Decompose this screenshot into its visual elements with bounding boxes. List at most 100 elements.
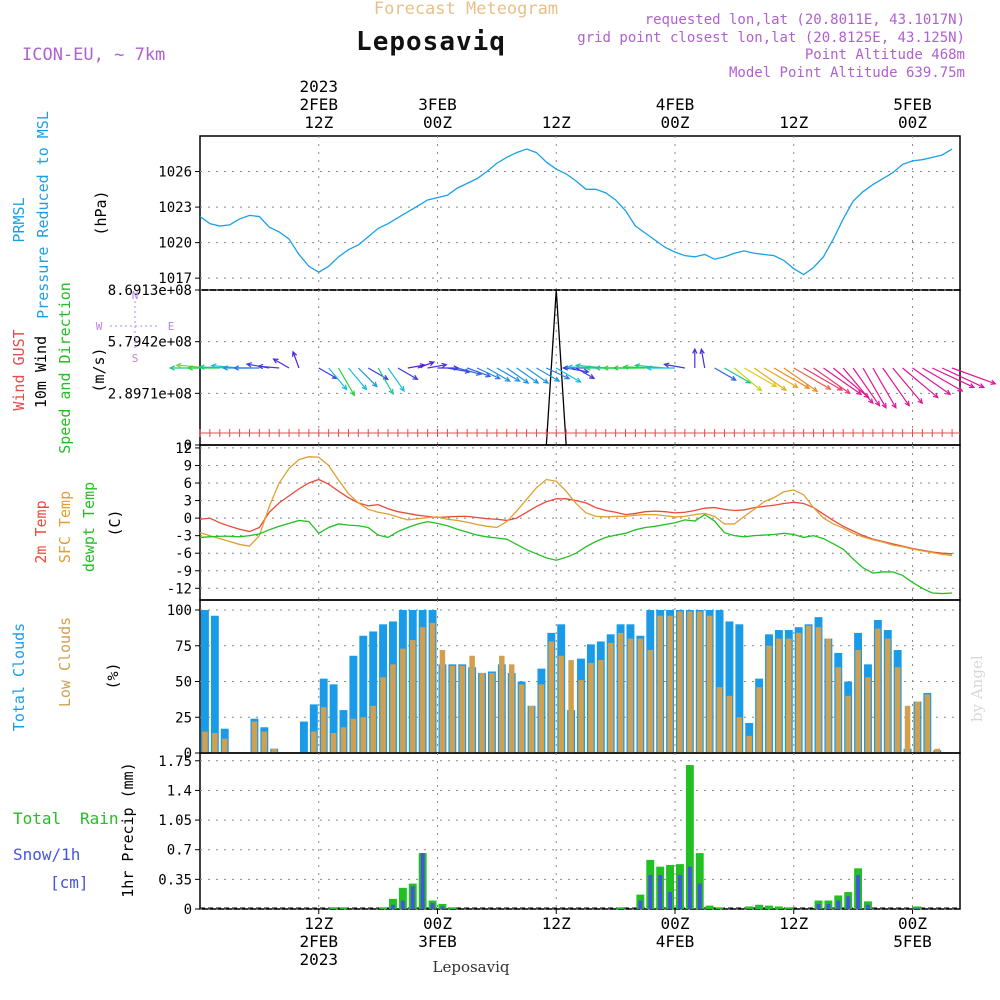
snow-bar xyxy=(391,904,395,909)
wind-arrow xyxy=(318,367,338,379)
total-clouds-bar xyxy=(329,684,338,753)
snow-bar xyxy=(816,903,821,909)
wind-arrowhead xyxy=(612,365,619,371)
low-clouds-bar xyxy=(736,717,743,753)
wind-arrowhead xyxy=(561,365,569,371)
low-clouds-bar xyxy=(469,655,475,753)
wind-arrowhead xyxy=(361,384,368,391)
wind-arrowhead xyxy=(388,388,394,396)
wind-speed-dir-label: Speed and Direction xyxy=(56,282,74,454)
dewpt-temp-label: dewpt Temp xyxy=(80,482,98,572)
wind-arrow xyxy=(842,367,874,404)
rain-bar xyxy=(913,906,922,909)
snow-bar xyxy=(856,875,861,909)
low-clouds-bar xyxy=(756,687,762,753)
station-title: Leposaviq xyxy=(356,27,506,57)
model-point-altitude: Model Point Altitude 639.75m xyxy=(729,65,965,81)
watermark: by Angel xyxy=(968,655,986,722)
wind-arrowhead xyxy=(856,389,863,396)
wind-arrowhead xyxy=(602,365,609,371)
wind-arrow xyxy=(407,364,425,369)
y-tick-label: 12 xyxy=(175,441,192,457)
low-clouds-bar xyxy=(677,611,683,753)
wind-arrowhead xyxy=(990,379,997,385)
wind-arrow xyxy=(457,367,482,375)
y-tick-label: 1017 xyxy=(158,271,192,287)
wind-arrowhead xyxy=(792,382,799,389)
point-altitude: Point Altitude 468m xyxy=(805,47,965,63)
sfc-temp-line xyxy=(199,456,953,557)
wind-arrow xyxy=(793,367,831,390)
wind-arrow xyxy=(417,361,435,369)
rain-bar xyxy=(329,907,338,909)
wind-panel: 0 2.8971e+08 5.7942e+08 8.6913e+08N W E S Wind … xyxy=(10,282,997,454)
y-tick-label: 0.35 xyxy=(158,872,192,888)
wind-arrowhead xyxy=(634,363,641,369)
precip-unit-label: 1hr Precip (mm) xyxy=(119,762,137,897)
wind-arrow xyxy=(273,358,290,369)
low-clouds-bar xyxy=(439,650,446,753)
wind-arrow xyxy=(783,367,818,392)
low-clouds-bar xyxy=(766,645,772,753)
wind-arrowhead xyxy=(904,400,910,407)
wind-arrow xyxy=(546,367,570,380)
y-tick-label: 0.7 xyxy=(167,843,192,859)
wind-arrow xyxy=(387,367,405,392)
total-clouds-bar xyxy=(715,610,724,753)
y-tick-label: -9 xyxy=(175,564,192,580)
rain-bar xyxy=(398,887,407,909)
wind-arrowhead xyxy=(566,364,573,370)
wind-arrow xyxy=(357,367,378,387)
wind-arrowhead xyxy=(399,385,405,393)
snow-bar xyxy=(836,900,841,909)
snow-bar xyxy=(668,892,672,909)
low-clouds-bar xyxy=(578,680,584,753)
low-clouds-bar xyxy=(667,615,673,753)
compass-rose: N W E S xyxy=(96,289,175,365)
y-tick-label: 1026 xyxy=(158,165,192,181)
wind-arrow xyxy=(377,367,394,395)
wind-arrowhead xyxy=(533,378,540,384)
low-clouds-bar xyxy=(360,717,367,753)
dewpt-temp-line xyxy=(199,513,953,595)
wind-arrowhead xyxy=(504,376,511,382)
compass-w-label: W xyxy=(96,320,103,333)
grid-point-coords: grid point closest lon,lat (20.8125E, 43… xyxy=(577,30,965,46)
low-clouds-bar xyxy=(479,672,485,753)
low-clouds-bar xyxy=(776,638,782,753)
wind-arrowhead xyxy=(932,392,939,399)
compass-n-label: N xyxy=(132,289,139,302)
y-tick-label: 25 xyxy=(175,710,192,726)
top-time-label: 12Z xyxy=(542,113,571,132)
low-clouds-bar xyxy=(419,627,426,753)
bottom-time-label: 00Z xyxy=(898,914,927,933)
wind-arrow xyxy=(347,367,367,390)
snow-bar xyxy=(915,908,920,909)
y-tick-label: 0 xyxy=(184,511,192,527)
y-tick-label: 1020 xyxy=(158,236,192,252)
temp-2m-label: 2m Temp xyxy=(32,500,50,563)
snow-bar xyxy=(658,875,663,909)
snow-bar xyxy=(440,906,445,909)
low-clouds-bar xyxy=(795,632,802,753)
wind-arrowhead xyxy=(804,383,811,389)
total-clouds-bar xyxy=(369,631,378,753)
low-clouds-bar xyxy=(845,695,851,753)
low-clouds-bar xyxy=(855,650,861,753)
snow-bar xyxy=(638,900,643,909)
wind-arrow xyxy=(823,367,862,395)
wind-arrow xyxy=(496,367,520,382)
wind-arrow xyxy=(951,367,996,385)
total-rain-label-total: Total xyxy=(13,809,61,828)
bottom-time-label: 00Z xyxy=(423,914,452,933)
snow-bar xyxy=(687,866,692,909)
wind-arrow xyxy=(664,363,686,369)
low-clouds-bar xyxy=(330,732,337,753)
low-clouds-bar xyxy=(894,667,901,753)
bottom-time-label: 5FEB xyxy=(893,932,932,951)
model-label: ICON-EU, ~ 7km xyxy=(22,45,165,65)
wind-arrowhead xyxy=(622,364,629,370)
rain-bar xyxy=(745,906,754,909)
